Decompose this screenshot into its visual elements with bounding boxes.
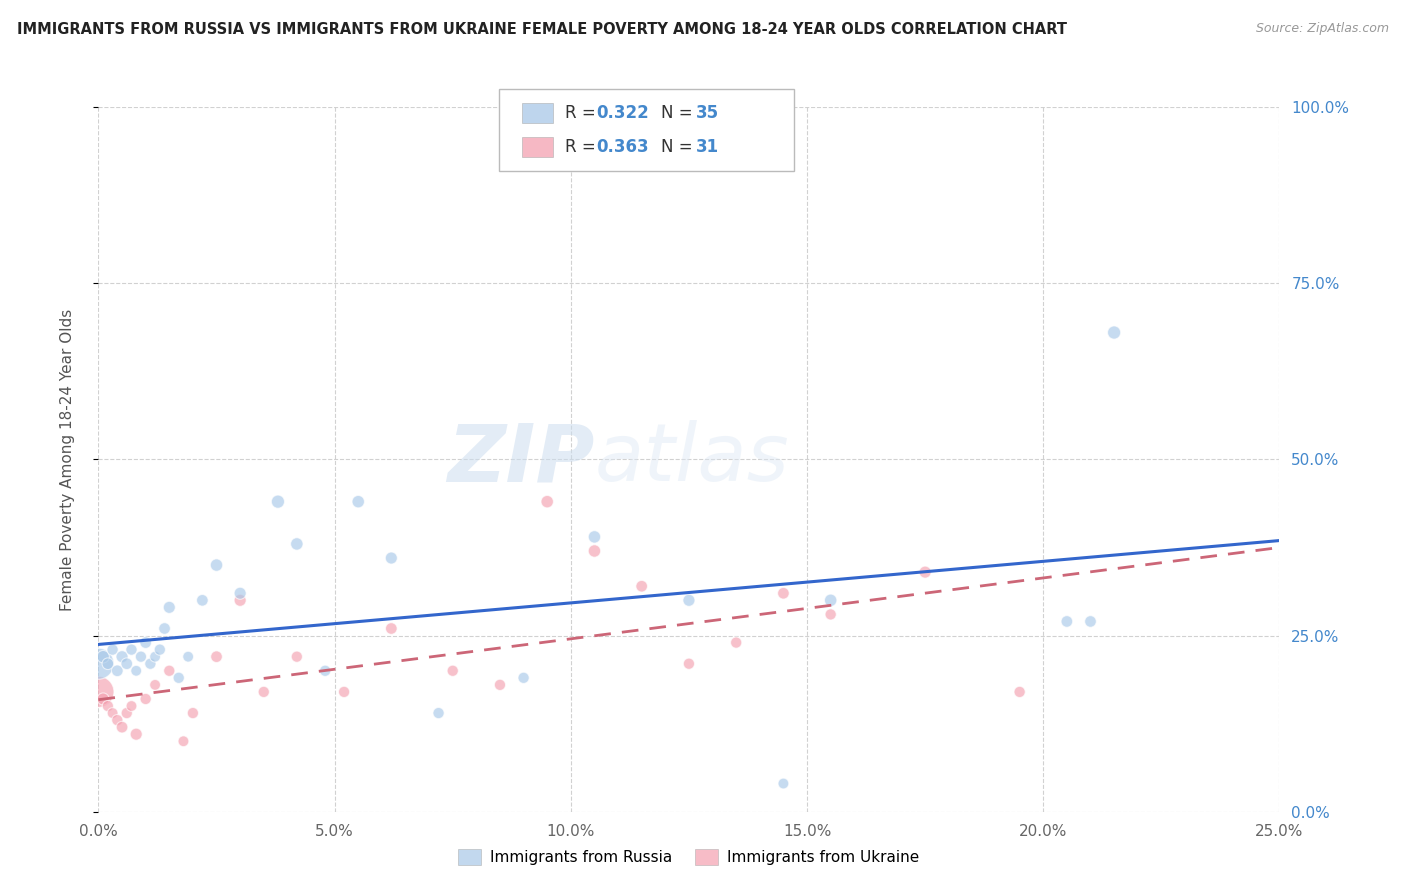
Point [1080, 615, 1102, 629]
Point [347, 494, 370, 508]
Point [135, 692, 157, 706]
Point [153, 622, 176, 636]
Point [630, 579, 652, 593]
Point [101, 706, 124, 720]
Point [97, 699, 120, 714]
Point [314, 664, 336, 678]
Point [1056, 615, 1078, 629]
Text: atlas: atlas [595, 420, 789, 499]
Point [172, 734, 194, 748]
Point [125, 727, 148, 741]
Text: N =: N = [661, 138, 697, 156]
Point [229, 593, 252, 607]
Text: 31: 31 [696, 138, 718, 156]
Point [177, 649, 200, 664]
Point [229, 586, 252, 600]
Text: R =: R = [565, 104, 602, 122]
Point [205, 558, 228, 573]
Point [380, 622, 402, 636]
Point [121, 699, 143, 714]
Point [149, 642, 172, 657]
Point [101, 642, 124, 657]
Point [115, 657, 138, 671]
Text: ZIP: ZIP [447, 420, 595, 499]
Point [489, 678, 512, 692]
Point [583, 544, 606, 558]
Point [125, 664, 148, 678]
Point [97, 657, 120, 671]
Text: Source: ZipAtlas.com: Source: ZipAtlas.com [1256, 22, 1389, 36]
Point [111, 649, 134, 664]
Point [512, 671, 534, 685]
Point [91, 692, 114, 706]
Point [914, 565, 936, 579]
Y-axis label: Female Poverty Among 18-24 Year Olds: Female Poverty Among 18-24 Year Olds [60, 309, 75, 610]
Point [181, 706, 204, 720]
Point [157, 600, 180, 615]
Point [111, 720, 134, 734]
Point [205, 649, 228, 664]
Point [91, 649, 114, 664]
Point [139, 657, 162, 671]
Point [105, 713, 128, 727]
Point [267, 494, 290, 508]
Point [678, 593, 700, 607]
Point [87, 657, 110, 671]
Point [285, 649, 308, 664]
Point [678, 657, 700, 671]
Point [441, 664, 464, 678]
Point [536, 494, 558, 508]
Text: N =: N = [661, 104, 697, 122]
Point [253, 685, 276, 699]
Point [129, 649, 152, 664]
Point [725, 635, 748, 649]
Point [380, 551, 402, 566]
Point [167, 671, 190, 685]
Point [285, 537, 308, 551]
Point [1102, 326, 1125, 340]
Text: 0.322: 0.322 [596, 104, 650, 122]
Text: IMMIGRANTS FROM RUSSIA VS IMMIGRANTS FROM UKRAINE FEMALE POVERTY AMONG 18-24 YEA: IMMIGRANTS FROM RUSSIA VS IMMIGRANTS FRO… [17, 22, 1067, 37]
Legend: Immigrants from Russia, Immigrants from Ukraine: Immigrants from Russia, Immigrants from … [453, 843, 925, 871]
Point [191, 593, 214, 607]
Text: 35: 35 [696, 104, 718, 122]
Point [333, 685, 356, 699]
Point [772, 586, 794, 600]
Point [143, 678, 166, 692]
Point [143, 649, 166, 664]
Point [1008, 685, 1031, 699]
Point [157, 664, 180, 678]
Point [121, 642, 143, 657]
Point [115, 706, 138, 720]
Point [87, 685, 110, 699]
Point [427, 706, 450, 720]
Point [135, 635, 157, 649]
Text: R =: R = [565, 138, 602, 156]
Text: 0.363: 0.363 [596, 138, 648, 156]
Point [772, 776, 794, 790]
Point [820, 607, 842, 622]
Point [583, 530, 606, 544]
Point [105, 664, 128, 678]
Point [820, 593, 842, 607]
